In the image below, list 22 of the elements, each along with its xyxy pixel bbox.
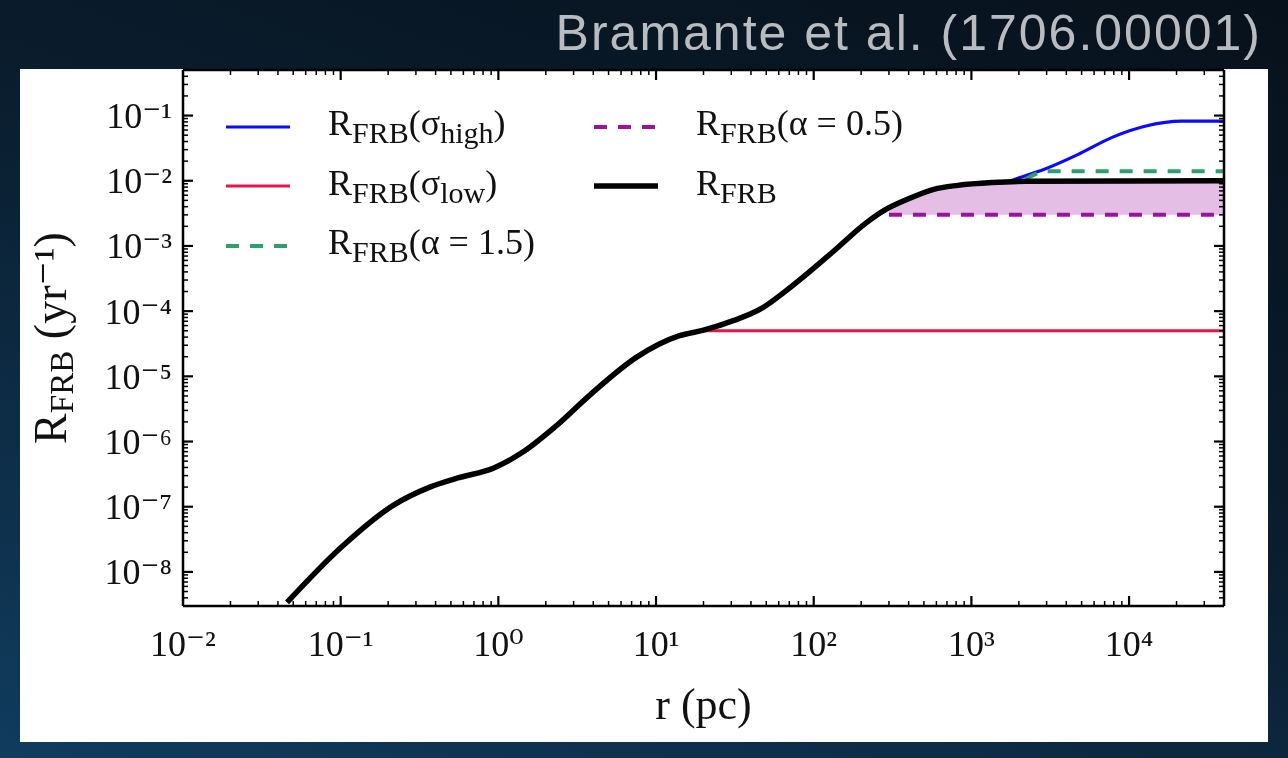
legend-label: R$_{FRB}$(σ$_{low}$) bbox=[328, 162, 498, 209]
x-tick-label: 10⁻¹ bbox=[307, 624, 374, 664]
y-tick-label: 10⁻¹ bbox=[106, 96, 172, 137]
y-tick-label: 10⁻⁷ bbox=[104, 487, 172, 528]
y-tick-label: 10⁻⁸ bbox=[104, 552, 172, 593]
text: Bramante et al. (1706.00001) bbox=[555, 4, 1262, 62]
y-tick-label: 10⁻³ bbox=[106, 226, 173, 267]
legend-label: R$_{FRB}$(σ$_{high}$) bbox=[328, 103, 506, 150]
y-tick-label: 10⁻⁶ bbox=[104, 422, 172, 463]
legend-label: R$_{FRB}$(α = 1.5) bbox=[328, 222, 535, 269]
x-axis-title: r (pc) bbox=[655, 680, 752, 729]
legend-label: R$_{FRB}$(α = 0.5) bbox=[696, 103, 903, 150]
x-tick-label: 10⁻² bbox=[150, 624, 216, 664]
x-tick-label: 10⁴ bbox=[1104, 624, 1154, 664]
x-tick-label: 10¹ bbox=[632, 624, 680, 664]
legend-label: R$_{FRB}$ bbox=[696, 162, 777, 209]
x-tick-label: 10³ bbox=[947, 624, 995, 664]
y-tick-label: 10⁻⁵ bbox=[104, 356, 172, 397]
x-tick-label: 10⁰ bbox=[473, 624, 524, 664]
y-tick-label: 10⁻⁴ bbox=[104, 291, 172, 332]
x-tick-label: 10² bbox=[790, 624, 838, 664]
y-tick-label: 10⁻² bbox=[106, 161, 172, 202]
